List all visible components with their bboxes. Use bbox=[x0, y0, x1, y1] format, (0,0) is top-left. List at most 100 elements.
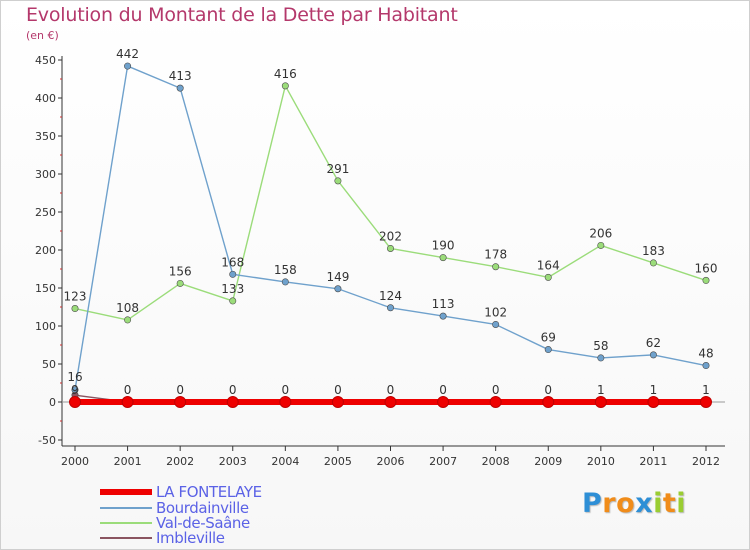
x-tick-label: 2003 bbox=[219, 455, 247, 468]
data-label: 58 bbox=[593, 339, 608, 353]
data-label: 190 bbox=[432, 239, 455, 253]
data-point bbox=[176, 279, 184, 287]
data-label: 156 bbox=[169, 264, 192, 278]
data-point bbox=[229, 270, 237, 278]
y-tick-label: 200 bbox=[35, 244, 56, 257]
legend-label: Bourdainville bbox=[156, 499, 249, 517]
data-point bbox=[597, 241, 605, 249]
legend-label: Imbleville bbox=[156, 529, 225, 547]
x-tick-label: 2010 bbox=[587, 455, 615, 468]
data-label: 0 bbox=[282, 383, 290, 397]
logo-letter: i bbox=[676, 488, 687, 519]
y-tick-label: 150 bbox=[35, 282, 56, 295]
legend-item-la-fontelaye: LA FONTELAYE bbox=[100, 483, 262, 501]
data-point bbox=[281, 278, 289, 286]
data-point bbox=[124, 62, 132, 70]
y-tick-label: 100 bbox=[35, 320, 56, 333]
data-point bbox=[700, 396, 712, 408]
data-label: 9 bbox=[71, 383, 79, 397]
data-label: 206 bbox=[589, 226, 612, 240]
x-tick-label: 2004 bbox=[271, 455, 299, 468]
data-point bbox=[649, 351, 657, 359]
legend-swatch bbox=[100, 489, 152, 495]
legend-label: LA FONTELAYE bbox=[156, 483, 262, 501]
data-label: 102 bbox=[484, 305, 507, 319]
data-label: 16 bbox=[67, 370, 82, 384]
data-point bbox=[702, 276, 710, 284]
data-label: 178 bbox=[484, 248, 507, 262]
data-point bbox=[386, 304, 394, 312]
data-point bbox=[229, 297, 237, 305]
proxiti-logo: Proxiti bbox=[582, 488, 686, 519]
data-label: 1 bbox=[702, 383, 710, 397]
data-label: 442 bbox=[116, 47, 139, 61]
data-label: 413 bbox=[169, 69, 192, 83]
data-labels: 9 0 0 0 0 0 0 0 0 0 1 1 1 16 442 413 168 158 149 124 113 102 6… bbox=[64, 47, 718, 397]
logo-letter: i bbox=[653, 488, 663, 519]
x-tick-label: 2001 bbox=[114, 455, 142, 468]
data-point bbox=[702, 362, 710, 370]
data-label: 291 bbox=[326, 162, 349, 176]
data-point bbox=[492, 263, 500, 271]
data-label: 48 bbox=[698, 347, 713, 361]
x-tick-label: 2002 bbox=[166, 455, 194, 468]
data-label: 1 bbox=[597, 383, 605, 397]
legend-item-imbleville: Imbleville bbox=[100, 529, 225, 547]
data-point bbox=[597, 354, 605, 362]
logo-letter: P bbox=[582, 488, 603, 519]
data-point bbox=[386, 244, 394, 252]
x-tick-label: 2007 bbox=[429, 455, 457, 468]
data-label: 124 bbox=[379, 289, 402, 303]
data-label: 0 bbox=[544, 383, 552, 397]
x-tick-label: 2011 bbox=[639, 455, 667, 468]
logo-letter: r bbox=[602, 488, 617, 519]
data-label: 183 bbox=[642, 244, 665, 258]
logo-letter: t bbox=[662, 488, 677, 519]
data-point bbox=[649, 259, 657, 267]
legend-label: Val-de-Saâne bbox=[156, 514, 250, 532]
data-label: 108 bbox=[116, 301, 139, 315]
data-label: 1 bbox=[650, 383, 658, 397]
y-tick-label: 450 bbox=[35, 54, 56, 67]
data-point bbox=[437, 396, 450, 408]
data-label: 0 bbox=[229, 383, 237, 397]
data-point bbox=[439, 312, 447, 320]
y-tick-label: 0 bbox=[49, 396, 56, 409]
data-point bbox=[334, 177, 342, 185]
x-tick-label: 2008 bbox=[482, 455, 510, 468]
data-label: 0 bbox=[124, 383, 132, 397]
chart-title: Evolution du Montant de la Dette par Hab… bbox=[26, 4, 458, 26]
data-label: 149 bbox=[326, 270, 349, 284]
data-label: 168 bbox=[221, 255, 244, 269]
data-point bbox=[492, 320, 500, 328]
y-tick-label: -50 bbox=[38, 434, 56, 447]
data-point bbox=[334, 285, 342, 293]
x-tick-label: 2012 bbox=[692, 455, 720, 468]
data-label: 0 bbox=[334, 383, 342, 397]
data-point bbox=[71, 305, 79, 313]
data-label: 0 bbox=[176, 383, 184, 397]
data-point bbox=[121, 396, 134, 408]
data-label: 202 bbox=[379, 229, 402, 243]
logo-letter: o bbox=[616, 488, 636, 519]
x-tick-label: 2009 bbox=[534, 455, 562, 468]
data-point bbox=[544, 346, 552, 354]
data-point bbox=[279, 396, 292, 408]
data-point bbox=[384, 396, 397, 408]
data-point bbox=[124, 316, 132, 324]
data-point bbox=[174, 396, 187, 408]
data-label: 123 bbox=[64, 290, 87, 304]
data-label: 164 bbox=[537, 258, 560, 272]
data-point bbox=[647, 396, 660, 408]
legend-item-val-de-saane: Val-de-Saâne bbox=[100, 514, 250, 532]
data-label: 0 bbox=[439, 383, 447, 397]
series-line bbox=[74, 85, 707, 321]
data-label: 416 bbox=[274, 67, 297, 81]
data-point bbox=[542, 396, 555, 408]
y-tick-label: 350 bbox=[35, 130, 56, 143]
x-tick-label: 2005 bbox=[324, 455, 352, 468]
legend-swatch bbox=[100, 507, 152, 509]
data-label: 62 bbox=[646, 336, 661, 350]
